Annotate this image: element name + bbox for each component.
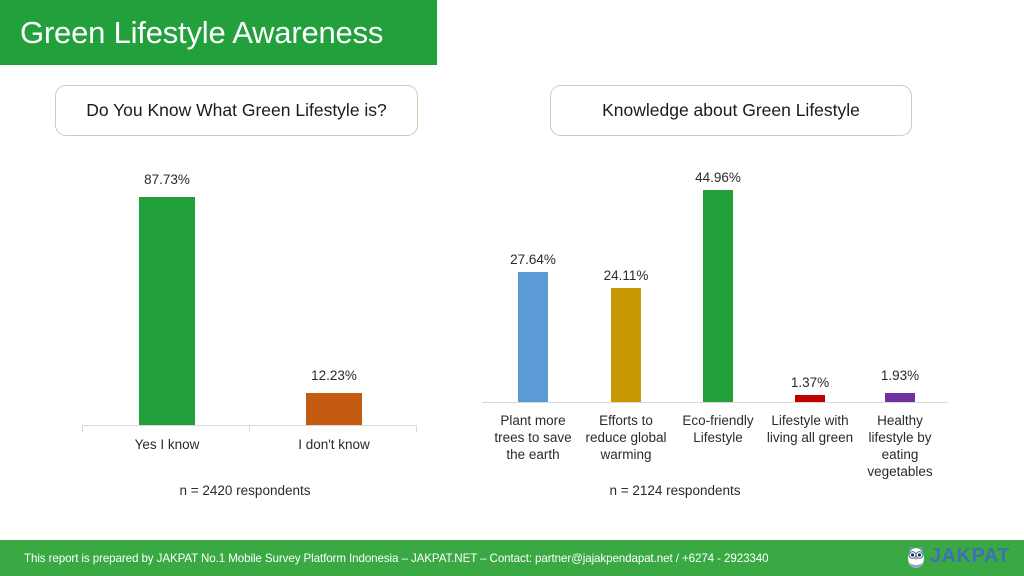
bar-column-healthy-lifestyle-eating-vegetables (885, 160, 915, 402)
category-label-yes-i-know: Yes I know (134, 437, 200, 452)
chart-do-you-know-green-lifestyle: 87.73% 12.23% Yes I know I don't know n … (60, 160, 430, 500)
bar-yes-i-know (139, 197, 195, 425)
category-label-line: lifestyle by (868, 430, 932, 445)
category-label-line: Plant more (500, 413, 566, 428)
axis-tick-left-0 (82, 425, 83, 432)
category-label-healthy-lifestyle-eating-vegetables: Healthy lifestyle by eating vegetables (840, 412, 960, 480)
jakpat-wordmark: JAKPAT (929, 544, 1010, 567)
category-label-efforts-to-reduce-global-warming: Efforts to reduce global warming (566, 412, 686, 463)
category-label-line: Efforts to (599, 413, 653, 428)
bar-value-healthy-lifestyle-eating-vegetables: 1.93% (880, 368, 920, 383)
category-label-line: Eco-friendly (682, 413, 754, 428)
category-label-eco-friendly-lifestyle: Eco-friendly Lifestyle (658, 412, 778, 446)
bar-value-lifestyle-with-living-all-green: 1.37% (790, 375, 830, 390)
bar-plant-more-trees (518, 272, 548, 402)
footer-bar: This report is prepared by JAKPAT No.1 M… (0, 540, 1024, 576)
chart-title-left-text: Do You Know What Green Lifestyle is? (86, 100, 387, 120)
bar-column-yes-i-know (139, 160, 195, 425)
category-label-line: eating (881, 447, 919, 462)
axis-tick-left-1 (249, 425, 250, 432)
bar-column-efforts-to-reduce-global-warming (611, 160, 641, 402)
jakpat-logo: JAKPAT (906, 543, 1010, 569)
sample-size-note-right: n = 2124 respondents (609, 483, 741, 498)
bar-column-lifestyle-with-living-all-green (795, 160, 825, 402)
bar-column-plant-more-trees (518, 160, 548, 402)
category-label-line: the earth (506, 447, 560, 462)
bar-lifestyle-with-living-all-green (795, 395, 825, 402)
chart-title-box-right: Knowledge about Green Lifestyle (550, 85, 912, 136)
category-label-line: warming (600, 447, 652, 462)
bar-efforts-to-reduce-global-warming (611, 288, 641, 402)
x-axis-line-right (482, 402, 948, 403)
category-label-line: trees to save (494, 430, 572, 445)
bar-eco-friendly-lifestyle (703, 190, 733, 402)
header-banner: Green Lifestyle Awareness (0, 0, 437, 65)
page-title: Green Lifestyle Awareness (20, 14, 384, 50)
category-label-line: vegetables (867, 464, 933, 479)
category-label-lifestyle-with-living-all-green: Lifestyle with living all green (750, 412, 870, 446)
footer-credit-text: This report is prepared by JAKPAT No.1 M… (24, 551, 769, 565)
bar-healthy-lifestyle-eating-vegetables (885, 393, 915, 402)
sample-size-note-left: n = 2420 respondents (179, 483, 311, 498)
bar-value-i-dont-know: 12.23% (311, 368, 357, 383)
bar-column-i-dont-know (306, 160, 362, 425)
category-label-line: reduce global (585, 430, 667, 445)
bar-value-plant-more-trees: 27.64% (510, 252, 556, 267)
bar-i-dont-know (306, 393, 362, 425)
axis-tick-left-2 (416, 425, 417, 432)
bar-value-eco-friendly-lifestyle: 44.96% (695, 170, 741, 185)
owl-mascot-icon (906, 543, 926, 569)
category-label-plant-more-trees: Plant more trees to save the earth (473, 412, 593, 463)
category-label-line: Lifestyle (693, 430, 743, 445)
chart-title-box-left: Do You Know What Green Lifestyle is? (55, 85, 418, 136)
category-label-line: Lifestyle with (771, 413, 849, 428)
bar-column-eco-friendly-lifestyle (703, 160, 733, 402)
chart-knowledge-about-green-lifestyle: 27.64% 24.11% 44.96% 1.37% 1.93% Plant m… (480, 160, 960, 500)
bar-value-yes-i-know: 87.73% (144, 172, 190, 187)
category-label-i-dont-know: I don't know (298, 437, 370, 452)
category-label-line: Healthy (877, 413, 923, 428)
chart-title-right-text: Knowledge about Green Lifestyle (602, 100, 860, 120)
category-label-line: living all green (766, 430, 854, 445)
bar-value-efforts-to-reduce-global-warming: 24.11% (603, 268, 649, 283)
